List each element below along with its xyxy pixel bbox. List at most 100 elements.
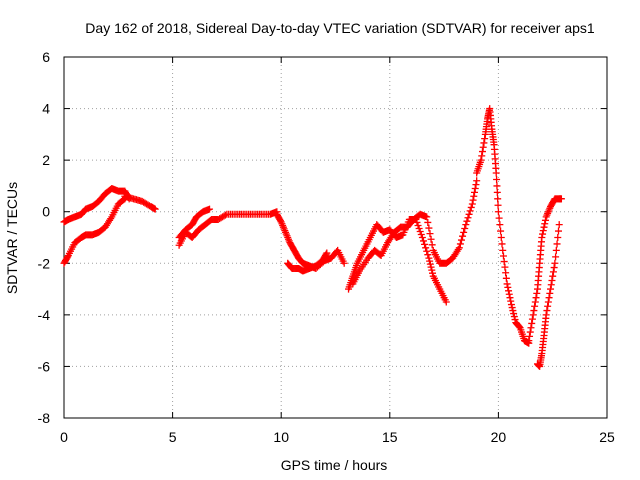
data-point bbox=[533, 289, 541, 297]
x-axis-label: GPS time / hours bbox=[281, 457, 388, 473]
data-point bbox=[462, 221, 470, 229]
data-point bbox=[538, 234, 546, 241]
data-point bbox=[456, 240, 464, 248]
data-point bbox=[547, 285, 555, 293]
data-point bbox=[493, 175, 501, 183]
data-point bbox=[478, 152, 486, 160]
data-point bbox=[504, 283, 512, 291]
data-point bbox=[442, 298, 450, 306]
data-point bbox=[120, 196, 128, 204]
data-point bbox=[544, 302, 552, 310]
data-point bbox=[509, 307, 517, 315]
data-point bbox=[460, 228, 468, 236]
data-point bbox=[531, 302, 539, 310]
data-point bbox=[493, 188, 501, 196]
data-point bbox=[547, 281, 555, 289]
data-point bbox=[526, 328, 534, 336]
data-point bbox=[497, 234, 505, 241]
data-point bbox=[417, 230, 425, 238]
data-point bbox=[206, 205, 214, 213]
y-tick-label: 2 bbox=[42, 152, 50, 168]
data-point bbox=[494, 195, 502, 203]
data-point bbox=[500, 258, 508, 266]
data-point bbox=[497, 227, 505, 235]
data-point bbox=[552, 253, 560, 261]
data-point bbox=[457, 236, 465, 244]
data-point bbox=[467, 203, 475, 211]
x-tick-label: 10 bbox=[273, 429, 289, 445]
data-point bbox=[464, 214, 472, 222]
data-point bbox=[549, 268, 557, 276]
data-point bbox=[511, 316, 519, 324]
data-point bbox=[323, 249, 331, 257]
data-point bbox=[415, 224, 423, 232]
data-point bbox=[540, 223, 548, 231]
data-point bbox=[276, 217, 284, 225]
data-point bbox=[528, 319, 536, 327]
data-point bbox=[428, 266, 436, 274]
data-point bbox=[426, 260, 434, 268]
data-point bbox=[429, 269, 437, 277]
data-point bbox=[546, 289, 554, 297]
data-point bbox=[461, 224, 469, 232]
data-point bbox=[502, 269, 510, 277]
data-point bbox=[496, 221, 504, 229]
y-tick-label: -8 bbox=[38, 410, 51, 426]
data-point bbox=[418, 234, 426, 241]
data-point bbox=[479, 143, 487, 151]
data-point bbox=[425, 254, 433, 262]
data-point bbox=[499, 252, 507, 260]
data-point bbox=[473, 177, 481, 185]
data-point bbox=[472, 181, 480, 189]
data-point bbox=[526, 332, 534, 340]
data-point bbox=[425, 224, 433, 232]
y-tick-label: 4 bbox=[42, 101, 50, 117]
data-point bbox=[478, 148, 486, 156]
x-axis-ticks: 0 5 10 15 20 25 bbox=[60, 57, 615, 445]
y-tick-label: -6 bbox=[38, 358, 51, 374]
data-point bbox=[426, 257, 434, 265]
data-point bbox=[465, 210, 473, 218]
data-point bbox=[470, 192, 478, 200]
data-point bbox=[423, 213, 431, 221]
data-point bbox=[550, 264, 558, 272]
y-axis-label: SDTVAR / TECUs bbox=[4, 182, 20, 294]
data-point bbox=[466, 207, 474, 215]
data-point bbox=[416, 227, 424, 235]
data-point bbox=[531, 298, 539, 306]
data-point bbox=[121, 195, 129, 203]
y-tick-label: -2 bbox=[38, 255, 51, 271]
data-point bbox=[424, 251, 432, 259]
data-point bbox=[507, 297, 515, 305]
data-point bbox=[502, 274, 510, 282]
data-point bbox=[542, 311, 550, 319]
data-point bbox=[459, 232, 467, 240]
data-point bbox=[554, 227, 562, 235]
data-point bbox=[494, 208, 502, 216]
data-point bbox=[421, 240, 429, 248]
y-axis-ticks: -8 -6 -4 -2 0 2 4 6 bbox=[38, 49, 607, 426]
data-point bbox=[414, 221, 422, 229]
data-point bbox=[545, 294, 553, 302]
data-point bbox=[492, 169, 500, 177]
data-point bbox=[480, 139, 488, 147]
data-point bbox=[552, 246, 560, 254]
y-tick-label: 6 bbox=[42, 49, 50, 65]
data-point bbox=[530, 307, 538, 315]
data-point bbox=[477, 156, 485, 164]
data-point bbox=[541, 216, 549, 224]
data-points bbox=[60, 105, 565, 370]
data-point bbox=[529, 311, 537, 319]
data-point bbox=[515, 323, 523, 331]
data-point bbox=[554, 234, 562, 241]
data-point bbox=[494, 201, 502, 209]
data-point bbox=[505, 287, 513, 295]
x-tick-label: 5 bbox=[169, 429, 177, 445]
data-point bbox=[527, 324, 535, 332]
data-point bbox=[510, 313, 518, 321]
x-tick-label: 20 bbox=[491, 429, 507, 445]
data-point bbox=[551, 259, 559, 267]
data-point bbox=[510, 310, 518, 318]
y-tick-label: 0 bbox=[42, 204, 50, 220]
